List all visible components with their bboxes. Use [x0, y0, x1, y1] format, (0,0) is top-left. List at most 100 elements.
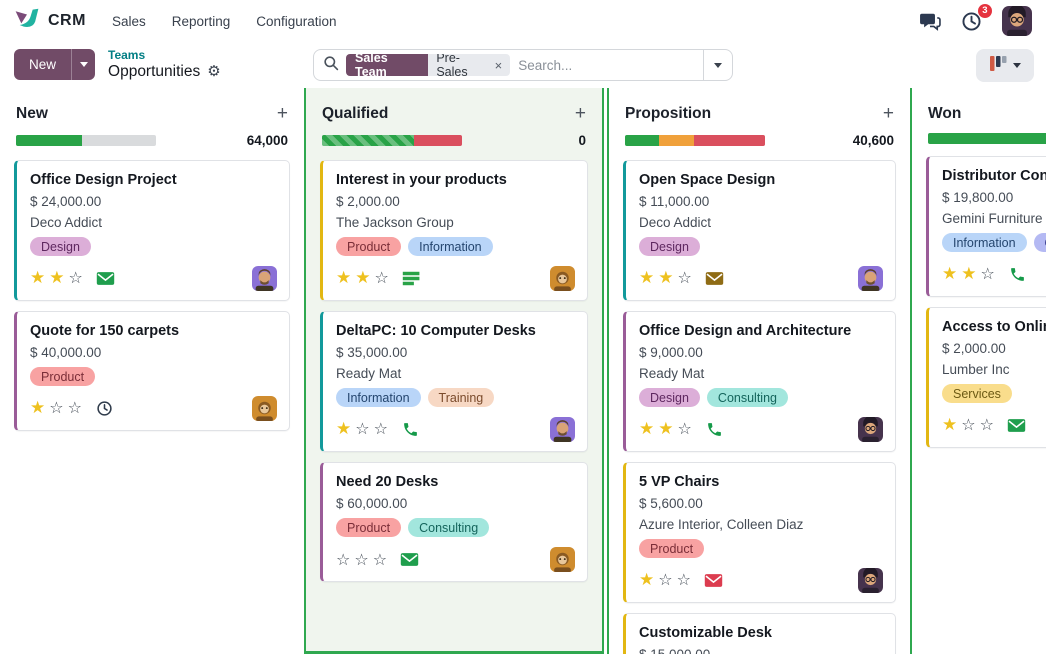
progress-segment[interactable]: [322, 135, 415, 146]
star-filled-icon[interactable]: ★: [658, 419, 674, 439]
priority-stars[interactable]: ★ ★ ☆: [30, 270, 83, 287]
star-empty-icon[interactable]: ☆: [336, 549, 351, 569]
kanban-card[interactable]: Quote for 150 carpets $ 40,000.00 Product ★…: [14, 311, 290, 431]
envelope-icon[interactable]: [96, 270, 116, 288]
kanban-card[interactable]: 5 VP Chairs $ 5,600.00 Azure Interior, Col…: [623, 462, 896, 603]
star-filled-icon[interactable]: ★: [658, 268, 674, 288]
search-dropdown-toggle[interactable]: [703, 50, 732, 80]
kanban-card[interactable]: Access to Online Catalog $ 2,000.00 Lumber…: [926, 307, 1046, 448]
card-tags: Product Consulting: [336, 518, 575, 537]
star-empty-icon[interactable]: ☆: [373, 419, 388, 438]
star-filled-icon[interactable]: ★: [355, 268, 371, 288]
star-empty-icon[interactable]: ☆: [67, 398, 82, 417]
priority-stars[interactable]: ★ ☆ ☆: [639, 572, 691, 589]
progress-segment[interactable]: [625, 135, 659, 146]
star-empty-icon[interactable]: ☆: [980, 264, 995, 283]
activities-clock-icon[interactable]: 3: [961, 3, 992, 32]
stage-progress-bar[interactable]: [928, 133, 1046, 144]
priority-stars[interactable]: ★ ☆ ☆: [336, 421, 388, 438]
star-filled-icon[interactable]: ★: [639, 419, 655, 439]
star-empty-icon[interactable]: ☆: [677, 419, 692, 438]
star-filled-icon[interactable]: ★: [30, 268, 46, 288]
gear-icon[interactable]: ⚙: [207, 62, 221, 81]
add-record-plus-icon[interactable]: +: [882, 103, 894, 124]
envelope-icon[interactable]: [705, 270, 725, 288]
star-filled-icon[interactable]: ★: [639, 570, 655, 590]
kanban-card[interactable]: Office Design Project $ 24,000.00 Deco Add…: [14, 160, 290, 301]
priority-stars[interactable]: ★ ★ ☆: [639, 421, 692, 438]
priority-stars[interactable]: ★ ☆ ☆: [30, 400, 82, 417]
priority-stars[interactable]: ★ ★ ☆: [639, 270, 692, 287]
stage-progress-bar[interactable]: [16, 135, 156, 146]
tag-information: Information: [408, 237, 493, 256]
kanban-card[interactable]: Need 20 Desks $ 60,000.00 Product Consultin…: [320, 462, 588, 582]
star-empty-icon[interactable]: ☆: [961, 415, 976, 434]
card-footer: ★ ★ ☆: [639, 266, 883, 291]
breadcrumb-teams-link[interactable]: Teams: [108, 48, 146, 62]
progress-segment[interactable]: [414, 135, 462, 146]
apps-menu[interactable]: CRM: [14, 7, 86, 35]
kanban-card[interactable]: Open Space Design $ 11,000.00 Deco Addict D…: [623, 160, 896, 301]
clock-icon[interactable]: [95, 400, 115, 418]
stage-progress-bar[interactable]: [625, 135, 765, 146]
star-filled-icon[interactable]: ★: [942, 415, 958, 435]
envelope-icon[interactable]: [1007, 417, 1027, 435]
star-empty-icon[interactable]: ☆: [677, 268, 692, 287]
star-filled-icon[interactable]: ★: [639, 268, 655, 288]
phone-icon[interactable]: [1008, 266, 1028, 284]
card-partner: The Jackson Group: [336, 215, 454, 230]
star-empty-icon[interactable]: ☆: [355, 419, 370, 438]
progress-segment[interactable]: [16, 135, 82, 146]
tasks-icon[interactable]: [402, 270, 422, 288]
column-counter: 0: [578, 133, 586, 148]
star-filled-icon[interactable]: ★: [336, 419, 352, 439]
star-empty-icon[interactable]: ☆: [49, 398, 64, 417]
kanban-card[interactable]: Distributor Contract $ 19,800.00 Gemini Fu…: [926, 156, 1046, 297]
progress-segment[interactable]: [928, 133, 1046, 144]
phone-icon[interactable]: [401, 421, 421, 439]
crm-app-logo-icon: [14, 7, 40, 35]
star-filled-icon[interactable]: ★: [49, 268, 65, 288]
kanban-card[interactable]: Office Design and Architecture $ 9,000.00…: [623, 311, 896, 452]
kanban-card[interactable]: DeltaPC: 10 Computer Desks $ 35,000.00 Rea…: [320, 311, 588, 452]
stage-progress-bar[interactable]: [322, 135, 462, 146]
menu-reporting[interactable]: Reporting: [171, 13, 231, 29]
menu-configuration[interactable]: Configuration: [256, 13, 337, 29]
star-empty-icon[interactable]: ☆: [374, 268, 389, 287]
card-title: Interest in your products: [336, 172, 507, 188]
view-switcher-button[interactable]: [976, 49, 1034, 82]
priority-stars[interactable]: ★ ☆ ☆: [942, 417, 994, 434]
star-empty-icon[interactable]: ☆: [979, 415, 994, 434]
messages-icon[interactable]: [919, 12, 941, 31]
new-button[interactable]: New: [14, 49, 72, 80]
progress-segment[interactable]: [658, 135, 694, 146]
new-dropdown-toggle[interactable]: [71, 49, 96, 80]
star-filled-icon[interactable]: ★: [961, 264, 977, 284]
user-avatar[interactable]: [1002, 6, 1032, 36]
star-empty-icon[interactable]: ☆: [372, 549, 388, 569]
tag-product: Product: [336, 518, 402, 537]
star-empty-icon[interactable]: ☆: [68, 268, 83, 287]
star-empty-icon[interactable]: ☆: [676, 570, 691, 589]
kanban-card[interactable]: Interest in your products $ 2,000.00 The J…: [320, 160, 588, 301]
add-record-plus-icon[interactable]: +: [276, 103, 288, 124]
star-empty-icon[interactable]: ☆: [658, 570, 673, 589]
priority-stars[interactable]: ☆ ☆ ☆: [336, 549, 388, 569]
priority-stars[interactable]: ★ ★ ☆: [336, 270, 389, 287]
progress-segment[interactable]: [693, 135, 765, 146]
priority-stars[interactable]: ★ ★ ☆: [942, 266, 995, 283]
envelope-icon[interactable]: [400, 551, 420, 569]
menu-sales[interactable]: Sales: [111, 13, 146, 29]
star-filled-icon[interactable]: ★: [30, 398, 46, 418]
star-empty-icon[interactable]: ☆: [354, 549, 369, 569]
search-bar[interactable]: Sales Team Pre-Sales ×: [313, 49, 733, 81]
envelope-icon[interactable]: [704, 572, 724, 590]
star-filled-icon[interactable]: ★: [336, 268, 352, 288]
phone-icon[interactable]: [705, 421, 725, 439]
star-filled-icon[interactable]: ★: [942, 264, 958, 284]
add-record-plus-icon[interactable]: +: [574, 103, 586, 124]
search-input[interactable]: [510, 57, 704, 73]
column-title: Qualified: [322, 104, 389, 122]
facet-remove-icon[interactable]: ×: [494, 57, 503, 73]
